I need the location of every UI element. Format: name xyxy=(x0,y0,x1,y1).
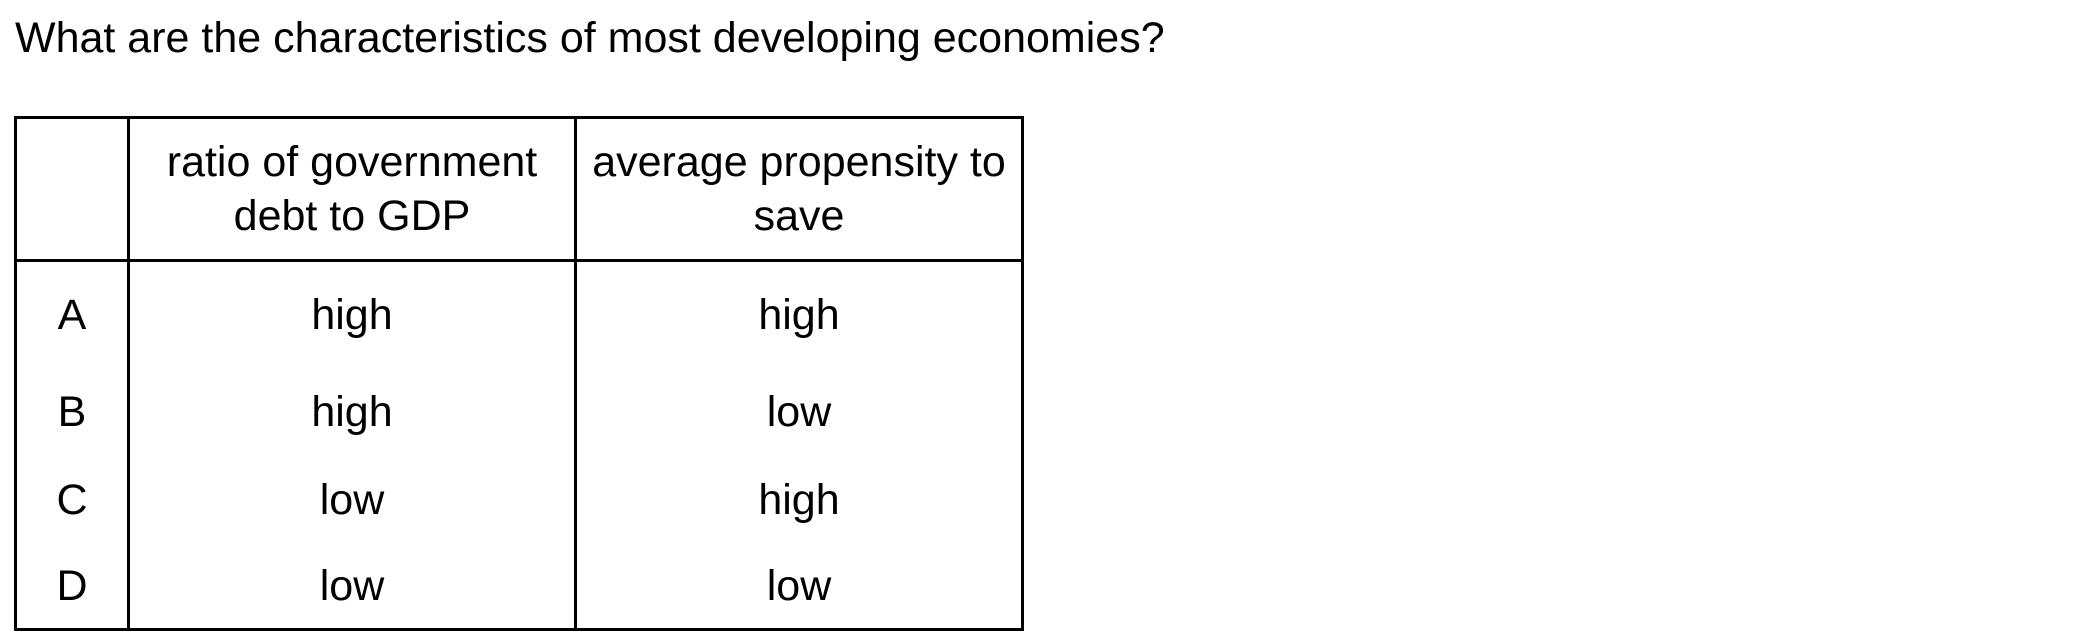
table-row: D low low xyxy=(14,544,1024,631)
table-row: C low high xyxy=(14,456,1024,544)
propensity-to-save-cell: low xyxy=(574,368,1024,456)
debt-ratio-cell: high xyxy=(127,260,577,368)
debt-ratio-cell: low xyxy=(127,456,577,544)
question-text: What are the characteristics of most dev… xyxy=(15,14,1165,62)
header-propensity-to-save: average propensity to save xyxy=(574,116,1024,262)
table-row: A high high xyxy=(14,260,1024,368)
option-letter: A xyxy=(14,260,130,368)
propensity-to-save-cell: low xyxy=(574,544,1024,631)
header-debt-ratio: ratio of government debt to GDP xyxy=(127,116,577,262)
option-letter: D xyxy=(14,544,130,631)
table-header-row: ratio of government debt to GDP average … xyxy=(14,116,1024,262)
propensity-to-save-cell: high xyxy=(574,456,1024,544)
option-letter: B xyxy=(14,368,130,456)
debt-ratio-cell: low xyxy=(127,544,577,631)
header-option xyxy=(14,116,130,262)
debt-ratio-cell: high xyxy=(127,368,577,456)
answer-options-table: ratio of government debt to GDP average … xyxy=(14,116,1024,631)
table-row: B high low xyxy=(14,368,1024,456)
propensity-to-save-cell: high xyxy=(574,260,1024,368)
option-letter: C xyxy=(14,456,130,544)
